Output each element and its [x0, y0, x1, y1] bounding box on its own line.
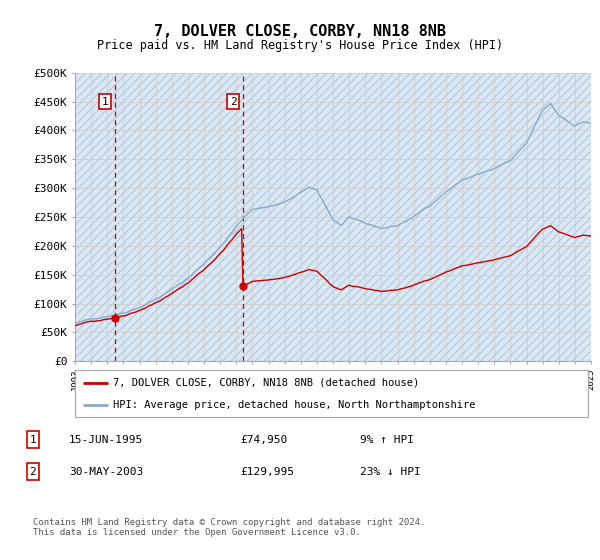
Text: Price paid vs. HM Land Registry's House Price Index (HPI): Price paid vs. HM Land Registry's House … — [97, 39, 503, 52]
Text: 15-JUN-1995: 15-JUN-1995 — [69, 435, 143, 445]
Bar — [75, 73, 591, 361]
Text: HPI: Average price, detached house, North Northamptonshire: HPI: Average price, detached house, Nort… — [113, 400, 476, 410]
Text: 7, DOLVER CLOSE, CORBY, NN18 8NB: 7, DOLVER CLOSE, CORBY, NN18 8NB — [154, 24, 446, 39]
Text: 23% ↓ HPI: 23% ↓ HPI — [360, 466, 421, 477]
Text: 30-MAY-2003: 30-MAY-2003 — [69, 466, 143, 477]
Text: £129,995: £129,995 — [240, 466, 294, 477]
Text: 2: 2 — [230, 97, 236, 106]
Text: 7, DOLVER CLOSE, CORBY, NN18 8NB (detached house): 7, DOLVER CLOSE, CORBY, NN18 8NB (detach… — [113, 378, 420, 388]
Text: £74,950: £74,950 — [240, 435, 287, 445]
Text: Contains HM Land Registry data © Crown copyright and database right 2024.
This d: Contains HM Land Registry data © Crown c… — [33, 518, 425, 538]
Text: 2: 2 — [29, 466, 37, 477]
Text: 1: 1 — [29, 435, 37, 445]
Text: 9% ↑ HPI: 9% ↑ HPI — [360, 435, 414, 445]
Text: 1: 1 — [101, 97, 109, 106]
